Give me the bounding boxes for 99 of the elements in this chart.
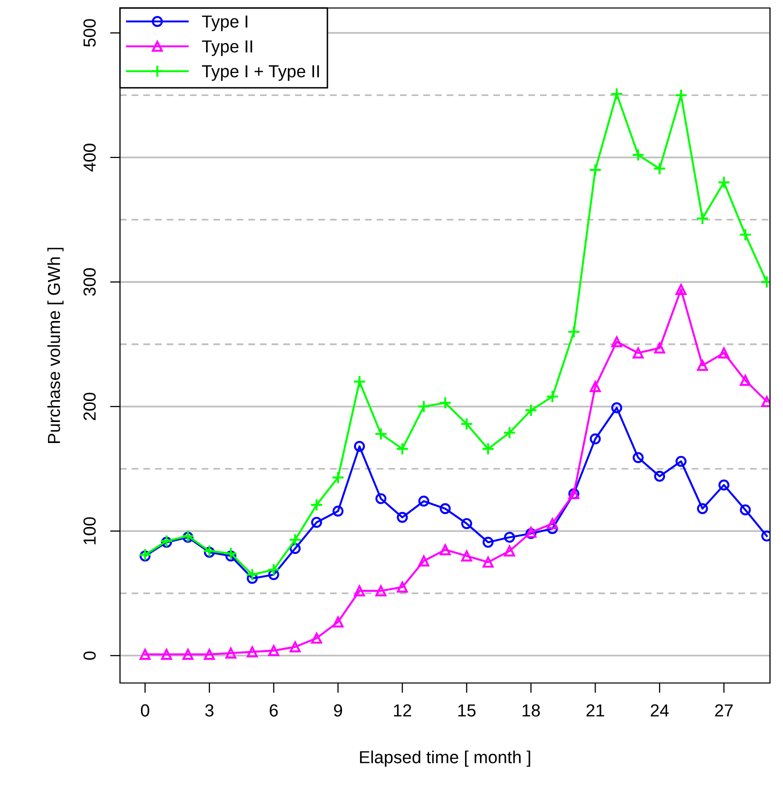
- point: [588, 163, 602, 176]
- point: [546, 523, 558, 534]
- point: [354, 440, 365, 452]
- x-tick-label: 15: [458, 704, 476, 717]
- point: [632, 347, 644, 358]
- point: [224, 546, 238, 560]
- point: [225, 550, 236, 562]
- point: [461, 550, 472, 562]
- point: [696, 503, 708, 514]
- point: [654, 342, 666, 354]
- point: [417, 400, 430, 414]
- point: [354, 585, 365, 596]
- x-tick-label: 21: [586, 704, 604, 716]
- point: [225, 648, 236, 659]
- point: [375, 585, 386, 596]
- x-tick-label: 12: [394, 704, 412, 716]
- x-tick-label: 18: [522, 704, 540, 717]
- point: [161, 648, 172, 660]
- point: [332, 506, 344, 517]
- point: [140, 648, 151, 660]
- y-tick-label: 0: [83, 651, 96, 660]
- point: [717, 176, 730, 189]
- point: [396, 582, 408, 593]
- point: [438, 396, 452, 410]
- point: [696, 360, 708, 371]
- legend-label: Type I: [202, 16, 248, 32]
- y-axis-title: Purchase volume [ GWh ]: [47, 248, 64, 443]
- point: [740, 374, 751, 386]
- point: [696, 212, 709, 225]
- x-tick-label: 3: [205, 704, 214, 717]
- point: [374, 427, 388, 440]
- point: [590, 381, 601, 392]
- point: [718, 479, 730, 490]
- point: [632, 452, 644, 464]
- point: [288, 533, 302, 546]
- point: [738, 228, 752, 242]
- point: [202, 544, 216, 558]
- y-tick-label: 100: [83, 517, 96, 544]
- point: [267, 563, 280, 576]
- legend-label: Type I + Type II: [202, 65, 319, 81]
- point: [332, 616, 344, 628]
- point: [418, 555, 430, 566]
- point: [290, 641, 301, 652]
- x-tick-label: 0: [140, 704, 150, 717]
- point: [611, 402, 622, 414]
- point: [311, 516, 322, 528]
- point: [524, 404, 538, 417]
- point: [718, 347, 730, 358]
- point: [268, 569, 280, 580]
- point: [676, 284, 687, 295]
- point: [310, 498, 324, 512]
- point: [352, 375, 366, 388]
- point: [590, 433, 601, 444]
- x-tick-label: 27: [715, 704, 733, 716]
- point: [268, 645, 280, 656]
- y-tick-label: 500: [83, 19, 96, 47]
- point: [290, 543, 301, 554]
- point: [482, 556, 494, 568]
- point: [502, 426, 516, 440]
- y-tick-label: 400: [83, 144, 96, 172]
- point: [396, 442, 409, 456]
- point: [204, 648, 215, 660]
- point: [611, 336, 622, 348]
- x-tick-label: 9: [334, 704, 342, 717]
- point: [567, 325, 580, 338]
- point: [160, 534, 174, 548]
- point: [375, 493, 386, 504]
- x-tick-label: 24: [650, 704, 669, 716]
- point: [440, 503, 451, 514]
- legend-label: Type II: [202, 40, 252, 56]
- point: [653, 162, 666, 176]
- point: [632, 148, 645, 162]
- point: [740, 504, 751, 516]
- point: [418, 496, 430, 507]
- point: [504, 532, 516, 543]
- point: [546, 390, 559, 404]
- point: [311, 632, 322, 644]
- y-tick-label: 200: [83, 392, 96, 420]
- point: [331, 470, 345, 484]
- point: [546, 518, 558, 530]
- point: [204, 546, 215, 558]
- point: [676, 456, 687, 467]
- y-tick-label: 300: [83, 268, 96, 296]
- point: [182, 648, 194, 660]
- x-tick-label: 6: [270, 704, 278, 717]
- point: [246, 568, 259, 582]
- x-axis-title: Elapsed time [ month ]: [360, 750, 530, 767]
- point: [482, 442, 495, 456]
- point: [460, 417, 474, 430]
- point: [654, 470, 666, 482]
- point: [482, 536, 494, 548]
- point: [396, 512, 408, 523]
- point: [504, 546, 516, 556]
- point: [674, 88, 688, 102]
- point: [246, 646, 258, 658]
- point: [440, 544, 451, 556]
- point: [610, 87, 624, 100]
- point: [246, 572, 258, 584]
- point: [461, 518, 472, 530]
